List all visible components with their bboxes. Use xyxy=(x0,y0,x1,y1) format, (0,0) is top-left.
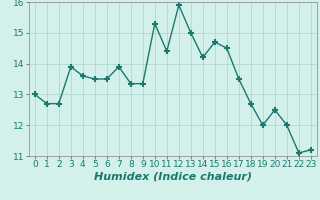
X-axis label: Humidex (Indice chaleur): Humidex (Indice chaleur) xyxy=(94,172,252,182)
